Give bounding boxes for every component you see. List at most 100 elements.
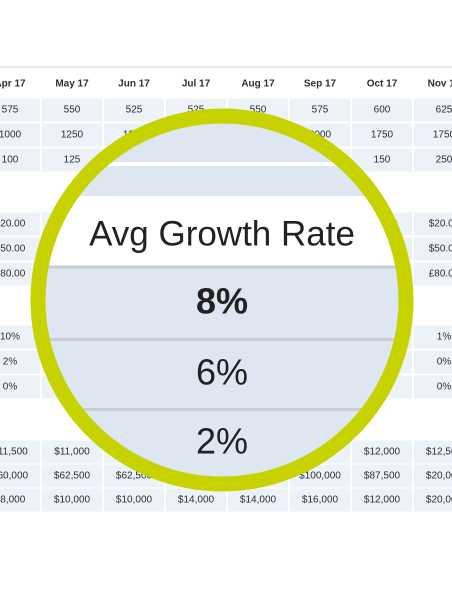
cell-text: $12,000 <box>364 495 401 506</box>
cell-text: 575 <box>2 105 19 116</box>
cell <box>414 440 452 464</box>
cell-text: 2000 <box>309 130 332 141</box>
magnifier-ring <box>30 108 414 492</box>
cell <box>104 488 164 512</box>
cell <box>0 262 40 286</box>
cell-text: $50.00 <box>0 244 26 255</box>
lens-band <box>44 268 400 338</box>
cell-text: 600 <box>374 105 391 116</box>
cell-text: $62,500 <box>54 471 91 482</box>
cell-text: 550 <box>64 105 81 116</box>
cell <box>0 325 40 349</box>
cell <box>0 464 40 488</box>
cell-text: $12,500 <box>426 447 452 458</box>
cell <box>352 488 412 512</box>
cell <box>42 123 102 147</box>
cell-text: 1750 <box>371 130 394 141</box>
cell <box>414 237 452 261</box>
cell-text: 250 <box>436 155 452 166</box>
column-header: Sep 17 <box>304 79 337 90</box>
cell-text: £80.00 <box>0 269 26 280</box>
cell-text: 100 <box>2 155 19 166</box>
cell-text: $12,000 <box>364 447 401 458</box>
cell-text: 625 <box>436 105 452 116</box>
cell <box>0 148 40 172</box>
cell-text: $14,000 <box>178 495 215 506</box>
column-header: Nov 17 <box>428 79 452 90</box>
cell <box>414 123 452 147</box>
cell-text: $60,000 <box>0 471 29 482</box>
cell <box>352 148 412 172</box>
cell <box>352 98 412 122</box>
lens-value: 8% <box>196 281 248 322</box>
cell-text: 525 <box>188 105 205 116</box>
cell <box>414 350 452 374</box>
lens-value: 2% <box>196 421 248 462</box>
cell-text: $16,000 <box>302 495 339 506</box>
column-header: Jun 17 <box>118 79 150 90</box>
cell-text: $20.00 <box>429 219 452 230</box>
lens-value: 6% <box>196 352 248 393</box>
cell-text: 1000 <box>0 130 22 141</box>
cell <box>414 262 452 286</box>
cell-text: $11,000 <box>54 447 90 458</box>
cell <box>414 375 452 399</box>
cell-text: 0% <box>437 382 452 393</box>
cell <box>42 98 102 122</box>
cell <box>0 350 40 374</box>
cell-text: 0% <box>437 357 452 368</box>
cell <box>414 98 452 122</box>
cell-text: $50.00 <box>429 244 452 255</box>
cell-text: 125 <box>64 155 81 166</box>
cell <box>0 440 40 464</box>
cell-text: 1% <box>437 332 452 343</box>
cell-text: $100,000 <box>299 471 341 482</box>
cell-text: $11,500 <box>0 447 28 458</box>
cell <box>414 325 452 349</box>
cell <box>0 488 40 512</box>
cell <box>414 212 452 236</box>
cell-text: 575 <box>312 105 329 116</box>
cell-text: 1750 <box>433 130 452 141</box>
cell <box>352 440 412 464</box>
column-header: Oct 17 <box>367 79 398 90</box>
cell <box>290 488 350 512</box>
cell <box>42 464 102 488</box>
cell <box>290 98 350 122</box>
cell-text: 1250 <box>61 130 84 141</box>
cell-text: 2% <box>3 357 18 368</box>
cell <box>414 148 452 172</box>
cell <box>228 488 288 512</box>
column-header: May 17 <box>55 79 89 90</box>
cell-text: 0% <box>3 382 18 393</box>
cell-text: $87,500 <box>364 471 401 482</box>
cell-text: $14,000 <box>240 495 277 506</box>
cell <box>0 237 40 261</box>
cell-text: $62,500 <box>116 471 153 482</box>
cell-text: 525 <box>126 105 143 116</box>
cell <box>414 464 452 488</box>
cell <box>104 98 164 122</box>
cell-text: $20.00 <box>0 219 26 230</box>
cell-text: $20,000 <box>426 471 452 482</box>
cell <box>0 98 40 122</box>
lens-title: Avg Growth Rate <box>89 214 355 253</box>
cell <box>0 375 40 399</box>
cell-text: $20,000 <box>426 495 452 506</box>
cell <box>166 488 226 512</box>
cell-text: $10,000 <box>54 495 91 506</box>
cell <box>414 488 452 512</box>
cell <box>42 440 102 464</box>
cell <box>0 212 40 236</box>
cell-text: 150 <box>374 155 391 166</box>
column-header: Jul 17 <box>182 79 211 90</box>
cell <box>42 488 102 512</box>
column-header: Aug 17 <box>241 79 275 90</box>
cell <box>352 464 412 488</box>
cell-text: $10,000 <box>116 495 153 506</box>
cell-text: $8,000 <box>0 495 26 506</box>
lens-band <box>44 166 400 196</box>
